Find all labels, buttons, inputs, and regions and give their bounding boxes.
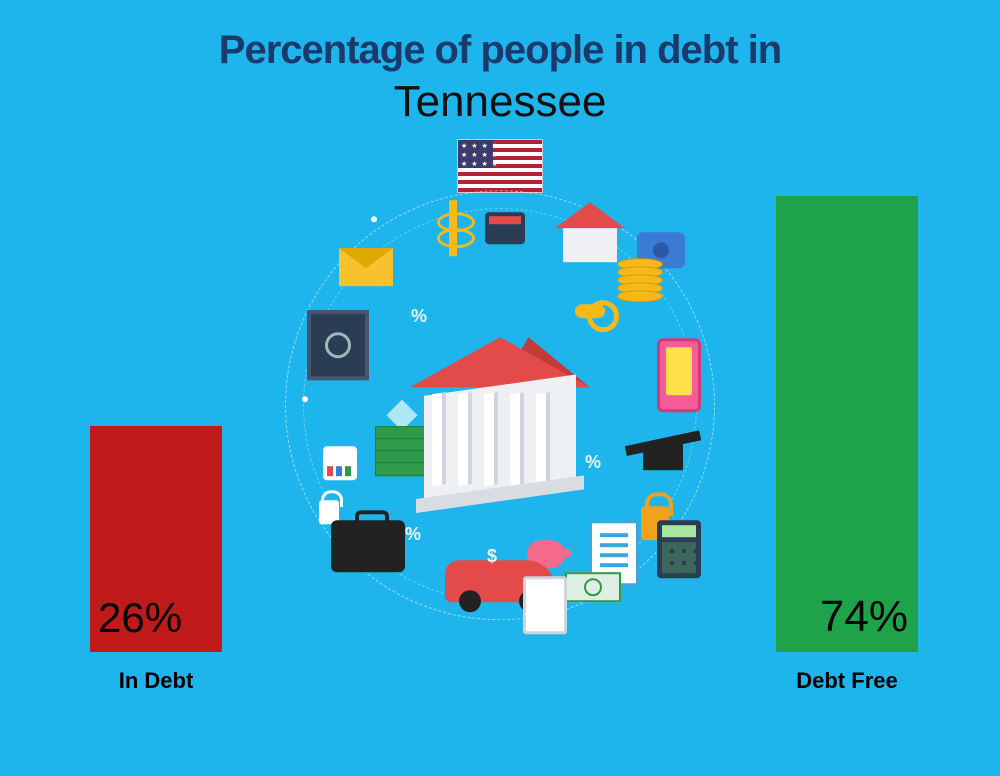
header: Percentage of people in debt in Tennesse… — [0, 0, 1000, 193]
title-line-1: Percentage of people in debt in — [0, 28, 1000, 73]
bar-rect-debt-free: 74% — [776, 196, 918, 652]
bank-building-icon — [410, 337, 590, 507]
coin-stack-icon — [617, 262, 663, 326]
calculator-icon — [657, 520, 701, 578]
title-line-2: Tennessee — [0, 77, 1000, 127]
graduation-cap-icon — [625, 438, 701, 482]
bar-label-in-debt: In Debt — [90, 668, 222, 694]
percent-sign-icon: % — [411, 306, 427, 327]
smartphone-icon — [657, 338, 701, 412]
bar-chart-icon — [323, 446, 357, 480]
house-icon — [555, 202, 625, 262]
calculator-dark-icon — [485, 212, 525, 244]
us-flag-icon — [457, 139, 543, 193]
bar-in-debt: 26% In Debt — [90, 426, 222, 694]
caduceus-icon — [449, 200, 457, 256]
document-icon — [523, 576, 567, 634]
bar-debt-free: 74% Debt Free — [776, 196, 918, 694]
bar-value-debt-free: 74% — [820, 592, 908, 642]
briefcase-icon — [331, 520, 405, 572]
key-icon — [575, 304, 605, 318]
safe-icon — [307, 310, 369, 380]
percent-sign-icon: % — [405, 524, 421, 545]
bar-rect-in-debt: 26% — [90, 426, 222, 652]
bar-label-debt-free: Debt Free — [776, 668, 918, 694]
dollar-sign-icon: $ — [487, 546, 497, 567]
envelope-icon — [339, 248, 393, 286]
dollar-bill-icon — [565, 572, 621, 602]
finance-illustration: $ % % $ % — [285, 190, 715, 620]
bar-value-in-debt: 26% — [98, 594, 182, 642]
